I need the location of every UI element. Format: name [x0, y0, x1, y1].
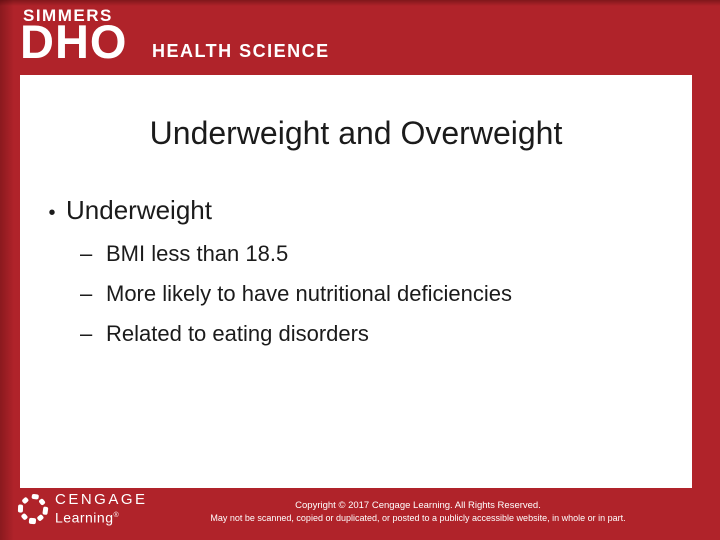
sub-bullet-eating-disorders: – Related to eating disorders	[80, 321, 369, 347]
brand-simmers-label: SIMMERS	[23, 6, 113, 25]
cengage-logo-text: CENGAGE Learning®	[55, 492, 148, 526]
brand-dho-logo: DHO	[20, 15, 128, 68]
sub-bullet-label: Related to eating disorders	[106, 321, 369, 346]
slide-content-panel: Underweight and Overweight • Underweight…	[20, 75, 692, 488]
sub-bullet-nutritional: – More likely to have nutritional defici…	[80, 281, 512, 307]
slide-footer: CENGAGE Learning® Copyright © 2017 Cenga…	[0, 488, 720, 540]
registered-mark: ®	[113, 512, 120, 520]
sub-bullet-label: More likely to have nutritional deficien…	[106, 281, 512, 306]
dash-glyph: –	[80, 321, 93, 346]
cengage-learning-logo: CENGAGE Learning®	[16, 492, 148, 526]
copyright-line-1: Copyright © 2017 Cengage Learning. All R…	[295, 500, 541, 511]
dash-glyph: –	[80, 241, 93, 266]
bullet-item-underweight: • Underweight	[38, 195, 212, 226]
dash-glyph: –	[80, 281, 93, 306]
bullet-dot-glyph: •	[48, 202, 56, 224]
copyright-notice: Copyright © 2017 Cengage Learning. All R…	[140, 499, 696, 524]
cengage-starburst-icon	[17, 493, 49, 525]
sub-bullet-bmi: – BMI less than 18.5	[80, 241, 288, 267]
sub-bullet-label: BMI less than 18.5	[106, 241, 289, 266]
bullet-label: Underweight	[66, 195, 212, 225]
brand-health-science-label: HEALTH SCIENCE	[152, 41, 330, 61]
cengage-learning-name: Learning®	[55, 509, 120, 526]
cengage-name: CENGAGE	[55, 491, 148, 509]
copyright-line-2: May not be scanned, copied or duplicated…	[210, 513, 626, 523]
slide-title: Underweight and Overweight	[149, 115, 563, 151]
